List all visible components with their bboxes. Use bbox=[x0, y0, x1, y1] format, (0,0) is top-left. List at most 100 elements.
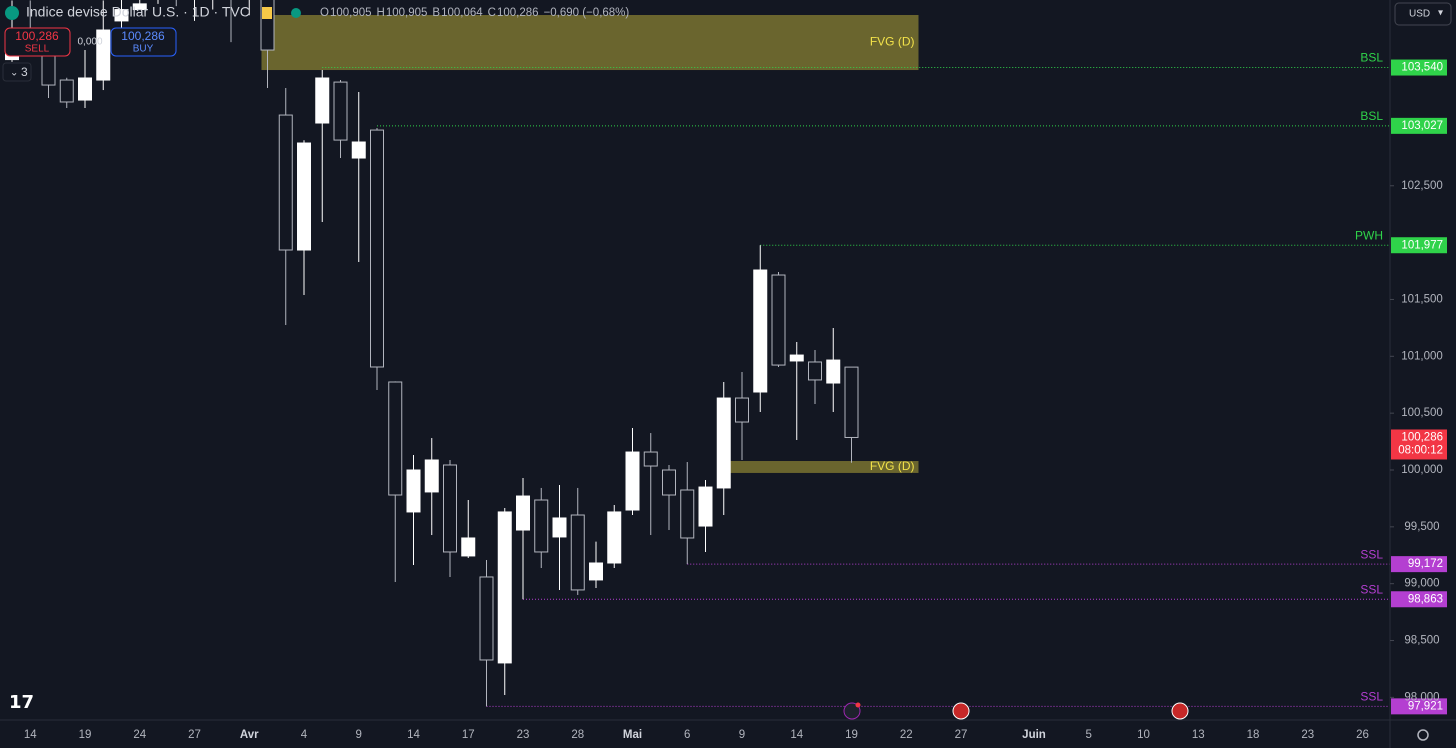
candle-up bbox=[461, 537, 476, 557]
currency: USD bbox=[1409, 9, 1430, 20]
level-tag-label: 103,027 bbox=[1401, 120, 1443, 132]
candle-up bbox=[96, 29, 111, 81]
tv-logo: 𝟭𝟳 bbox=[9, 692, 34, 712]
level-tag bbox=[1391, 591, 1447, 608]
layers-toggle[interactable] bbox=[2, 62, 32, 82]
chevron: ⌄ bbox=[10, 68, 18, 79]
candle-down bbox=[278, 114, 293, 251]
candle-down bbox=[680, 489, 695, 539]
candle-down bbox=[643, 451, 658, 467]
layers-count: 3 bbox=[21, 65, 28, 79]
x-tick-label: 14 bbox=[790, 729, 803, 741]
candle-down bbox=[41, 54, 56, 86]
ohlc-key: B bbox=[432, 7, 440, 19]
level-name: BSL bbox=[1360, 51, 1383, 65]
fvg-zone bbox=[717, 461, 919, 473]
y-tick-label: 98,500 bbox=[1404, 635, 1439, 647]
candle-down bbox=[534, 499, 549, 553]
countdown: 08:00:12 bbox=[1398, 445, 1443, 457]
fvg-label: FVG (D) bbox=[870, 459, 915, 473]
level-tag bbox=[1391, 698, 1447, 715]
ohlc-value: 100,286 bbox=[497, 7, 539, 19]
settings-icon[interactable] bbox=[1417, 729, 1429, 741]
x-tick-label: 26 bbox=[1356, 729, 1369, 741]
candle-down bbox=[333, 81, 348, 141]
x-tick-label: 23 bbox=[517, 729, 530, 741]
x-tick-label: 14 bbox=[24, 729, 37, 741]
flag-icon bbox=[262, 7, 272, 19]
x-tick-label: 27 bbox=[955, 729, 968, 741]
ohlc-value: 100,064 bbox=[441, 7, 483, 19]
symbol-title[interactable]: Indice devise Dollar U.S. · 1D · TVC bbox=[26, 4, 250, 20]
level-name: BSL bbox=[1360, 109, 1383, 123]
x-tick-label: 23 bbox=[1301, 729, 1314, 741]
x-tick-label: 14 bbox=[407, 729, 420, 741]
x-tick-label: 27 bbox=[188, 729, 201, 741]
candle-up bbox=[406, 469, 421, 513]
candle-down bbox=[370, 129, 384, 368]
ohlc-key: O bbox=[320, 7, 329, 19]
y-tick-label: 99,000 bbox=[1404, 578, 1439, 590]
x-tick-label: 9 bbox=[356, 729, 362, 741]
symbol-icon bbox=[5, 6, 19, 20]
x-tick-label: 5 bbox=[1086, 729, 1092, 741]
candle-down bbox=[735, 397, 749, 423]
level-tag-label: 98,863 bbox=[1408, 593, 1443, 605]
ohlc-value: 100,905 bbox=[386, 7, 428, 19]
candle-up bbox=[826, 359, 841, 384]
candle-up bbox=[589, 562, 603, 581]
candle-up bbox=[698, 486, 713, 527]
level-name: SSL bbox=[1360, 582, 1383, 596]
candle-up bbox=[351, 141, 366, 159]
candle-down bbox=[844, 366, 859, 438]
x-tick-label: 24 bbox=[133, 729, 146, 741]
level-tag-label: 99,172 bbox=[1408, 558, 1443, 570]
x-tick-label: Juin bbox=[1022, 729, 1046, 741]
candle-down bbox=[570, 514, 585, 591]
x-tick-label: 13 bbox=[1192, 729, 1205, 741]
candle-down bbox=[662, 469, 676, 496]
ohlc-key: C bbox=[488, 7, 496, 19]
candle-up bbox=[625, 451, 640, 511]
level-tag-label: 97,921 bbox=[1408, 700, 1443, 712]
candle-up bbox=[497, 511, 512, 664]
x-tick-label: 28 bbox=[571, 729, 584, 741]
candle-up bbox=[78, 77, 92, 101]
x-tick-label: 19 bbox=[845, 729, 858, 741]
event-icon[interactable] bbox=[952, 702, 970, 720]
last-price-label: 100,286 bbox=[1401, 432, 1443, 444]
x-tick-label: Avr bbox=[240, 729, 259, 741]
level-tag bbox=[1391, 237, 1447, 254]
plot-area bbox=[5, 0, 1390, 707]
candle-down bbox=[443, 464, 457, 553]
x-tick-label: 22 bbox=[900, 729, 913, 741]
candle-up bbox=[789, 354, 804, 362]
x-tick-label: 10 bbox=[1137, 729, 1150, 741]
buy-price: 100,286 bbox=[121, 29, 165, 43]
candle-down bbox=[808, 361, 822, 381]
level-tag bbox=[1391, 556, 1447, 573]
level-tag bbox=[1391, 117, 1447, 134]
event-dot bbox=[855, 702, 861, 708]
x-tick-label: 17 bbox=[462, 729, 475, 741]
x-tick-label: 18 bbox=[1247, 729, 1260, 741]
sell-price: 100,286 bbox=[15, 29, 59, 43]
candle-up bbox=[297, 142, 311, 251]
buy-label: BUY bbox=[133, 44, 154, 55]
y-tick-label: 100,000 bbox=[1401, 464, 1443, 476]
sell-label: SELL bbox=[25, 44, 50, 55]
event-icon[interactable] bbox=[843, 702, 861, 720]
status-dot bbox=[291, 8, 301, 18]
change: −0,690 (−0,68%) bbox=[544, 7, 630, 19]
candle-down bbox=[479, 576, 494, 661]
event-icon[interactable] bbox=[1171, 702, 1189, 720]
currency-button[interactable] bbox=[1394, 2, 1452, 26]
candle-up bbox=[132, 3, 147, 11]
y-tick-label: 98,000 bbox=[1404, 691, 1439, 703]
last-price-tag bbox=[1391, 429, 1447, 460]
y-tick-label: 101,500 bbox=[1401, 293, 1443, 305]
sell-button[interactable] bbox=[4, 27, 71, 57]
buy-button[interactable] bbox=[110, 27, 177, 57]
